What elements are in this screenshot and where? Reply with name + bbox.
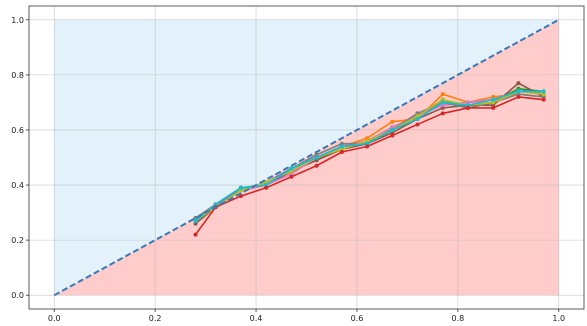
data-point-7-3 [264,180,269,185]
x-tick-label-4: 0.8 [451,314,464,323]
data-point-1-10 [440,92,445,97]
y-tick-label-4: 0.8 [11,71,24,80]
x-axis-ticks: 0.0 0.2 0.4 0.6 0.8 1.0 [48,309,565,323]
data-point-4-8 [390,130,395,135]
data-point-7-9 [415,114,420,119]
data-point-7-6 [339,147,344,152]
data-point-9-9 [415,122,420,127]
y-tick-label-5: 1.0 [11,16,24,25]
data-point-9-10 [440,111,445,116]
data-point-1-12 [491,94,496,99]
data-point-1-8 [390,119,395,124]
data-point-8-12 [491,97,496,102]
series-8 [193,89,546,223]
data-point-8-1 [213,202,218,207]
data-point-5-8 [390,125,395,130]
y-tick-label-2: 0.4 [11,181,24,190]
data-point-9-6 [339,149,344,154]
data-point-8-11 [465,103,470,108]
data-point-7-7 [365,138,370,143]
y-tick-label-1: 0.2 [11,236,24,245]
data-point-1-7 [365,136,370,141]
x-tick-label-3: 0.6 [351,314,364,323]
data-point-9-5 [314,163,319,168]
reference-diagonal-line [53,18,560,297]
data-point-6-5 [314,152,319,157]
data-point-8-10 [440,100,445,105]
data-point-9-4 [289,174,294,179]
x-tick-label-0: 0.0 [48,314,61,323]
data-point-8-13 [516,89,521,94]
data-point-5-4 [289,172,294,177]
data-point-9-7 [365,144,370,149]
data-point-9-13 [516,94,521,99]
plot-frame [28,5,585,310]
data-point-7-2 [238,188,243,193]
data-point-4-0 [193,221,198,226]
data-point-7-12 [491,100,496,105]
grid-lines [29,6,584,309]
series-group [193,81,546,237]
data-point-9-11 [465,105,470,110]
x-tick-label-1: 0.2 [149,314,162,323]
data-point-9-2 [238,194,243,199]
data-point-8-6 [339,144,344,149]
data-point-7-10 [440,97,445,102]
data-point-6-13 [516,92,521,97]
data-point-7-14 [541,92,546,97]
data-point-8-5 [314,155,319,160]
data-point-6-14 [541,94,546,99]
data-point-6-9 [415,111,420,116]
data-point-4-13 [516,81,521,86]
data-point-4-5 [314,158,319,163]
data-point-4-10 [440,105,445,110]
x-tick-label-5: 1.0 [552,314,565,323]
x-tick-label-2: 0.4 [250,314,263,323]
data-point-9-3 [264,185,269,190]
region-below-diagonal [54,19,559,296]
data-point-8-7 [365,141,370,146]
data-point-8-8 [390,127,395,132]
data-point-9-0 [193,232,198,237]
axes-frame [28,5,585,310]
data-point-7-4 [289,169,294,174]
data-point-9-12 [491,105,496,110]
data-point-8-2 [238,185,243,190]
data-point-4-12 [491,103,496,108]
data-point-8-4 [289,166,294,171]
data-point-9-14 [541,97,546,102]
data-point-8-14 [541,89,546,94]
series-9 [193,94,546,237]
y-tick-label-3: 0.6 [11,126,24,135]
data-point-8-0 [193,218,198,223]
y-axis-ticks: 0.0 0.2 0.4 0.6 0.8 1.0 [11,16,29,300]
reference-line-group [53,18,560,297]
data-point-8-9 [415,116,420,121]
data-point-8-3 [264,183,269,188]
data-point-2-13 [516,86,521,91]
data-point-6-6 [339,141,344,146]
data-point-9-8 [390,133,395,138]
y-tick-label-0: 0.0 [11,291,24,300]
data-point-5-11 [465,100,470,105]
data-point-5-10 [440,103,445,108]
